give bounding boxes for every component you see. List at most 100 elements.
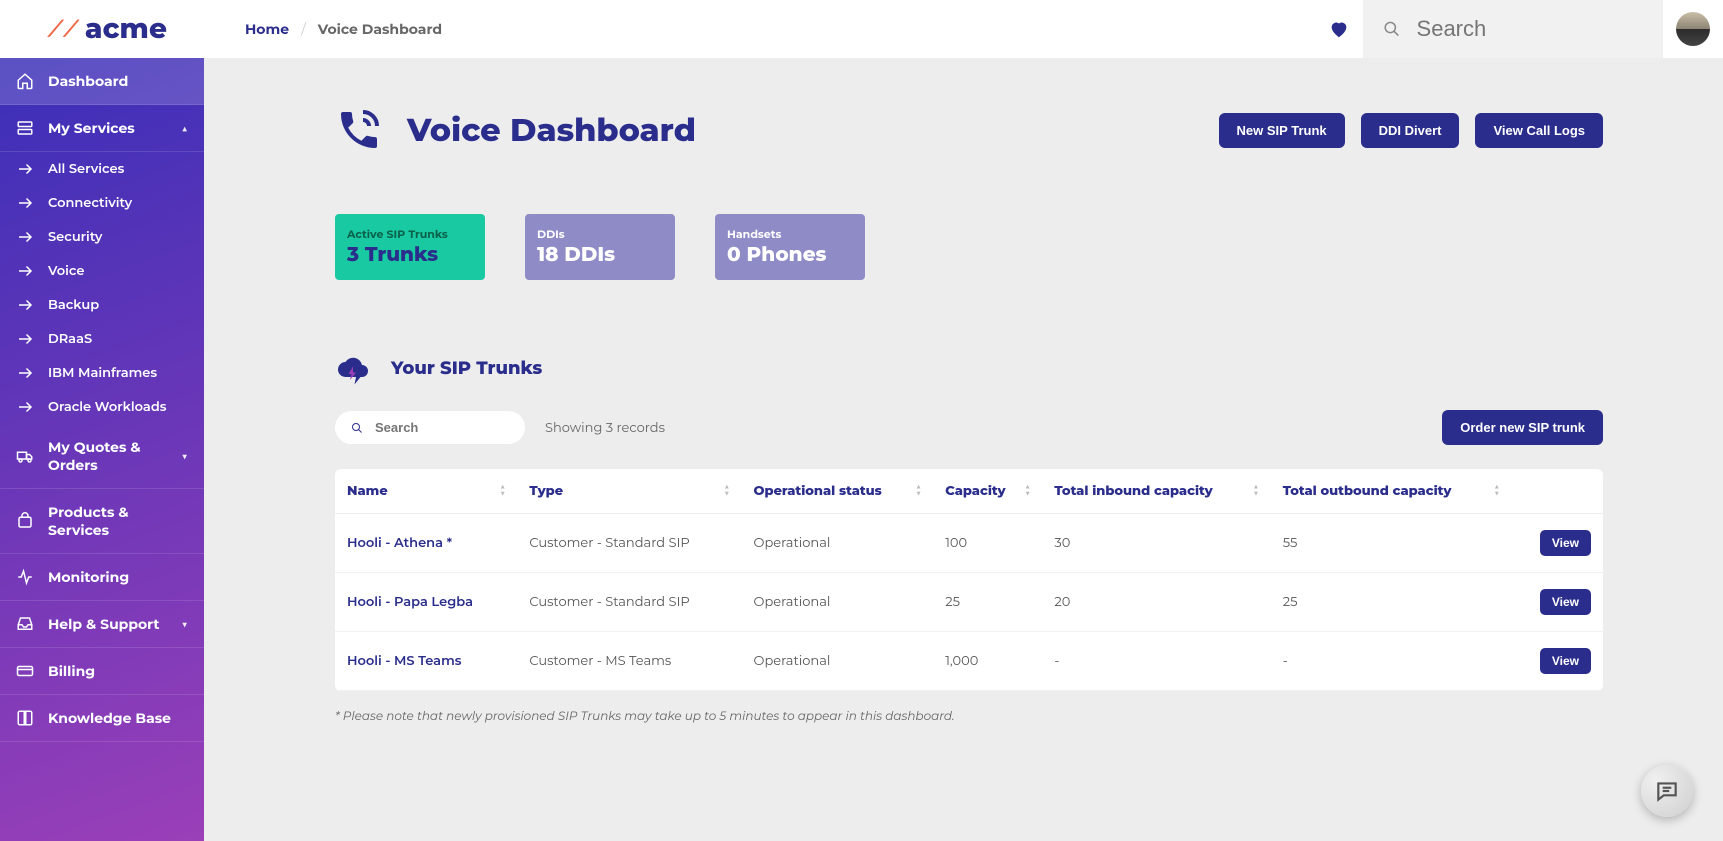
- topbar: ⟋⟋ acme Home / Voice Dashboard: [0, 0, 1723, 58]
- cell-inbound: -: [1042, 632, 1270, 691]
- view-button[interactable]: View: [1540, 648, 1591, 674]
- search-icon: [1383, 19, 1401, 39]
- table-row: Hooli - Athena *Customer - Standard SIPO…: [335, 514, 1603, 573]
- view-button[interactable]: View: [1540, 589, 1591, 615]
- sidebar-item-dashboard[interactable]: Dashboard: [0, 58, 204, 105]
- card-icon: [16, 662, 34, 680]
- sidebar-sub-oracle-workloads[interactable]: Oracle Workloads: [0, 390, 204, 424]
- cell-type: Customer - Standard SIP: [517, 573, 741, 632]
- stat-label: Active SIP Trunks: [347, 227, 473, 241]
- sidebar-sub-backup[interactable]: Backup: [0, 288, 204, 322]
- stat-card[interactable]: Active SIP Trunks 3 Trunks: [335, 214, 485, 280]
- cell-name: Hooli - MS Teams: [335, 632, 517, 691]
- cell-action: View: [1512, 573, 1603, 632]
- footnote: * Please note that newly provisioned SIP…: [335, 709, 1603, 724]
- stat-card[interactable]: Handsets 0 Phones: [715, 214, 865, 280]
- sidebar-item-billing[interactable]: Billing: [0, 648, 204, 695]
- arrow-right-icon: [16, 228, 34, 246]
- table-header[interactable]: Total inbound capacity▲▼: [1042, 469, 1270, 514]
- global-search-input[interactable]: [1415, 15, 1643, 43]
- new-sip-trunk-button[interactable]: New SIP Trunk: [1219, 113, 1345, 148]
- cell-action: View: [1512, 514, 1603, 573]
- breadcrumb-home[interactable]: Home: [245, 20, 289, 38]
- sidebar-label: Billing: [48, 662, 95, 680]
- sidebar-sub-security[interactable]: Security: [0, 220, 204, 254]
- table-header[interactable]: Name▲▼: [335, 469, 517, 514]
- chevron-down-icon: ▼: [181, 449, 188, 463]
- table-search-input[interactable]: [373, 419, 509, 436]
- view-call-logs-button[interactable]: View Call Logs: [1475, 113, 1603, 148]
- sidebar-sub-ibm-mainframes[interactable]: IBM Mainframes: [0, 356, 204, 390]
- table-search[interactable]: [335, 411, 525, 444]
- cell-outbound: 25: [1271, 573, 1512, 632]
- services-icon: [16, 119, 34, 137]
- table-controls: Showing 3 records Order new SIP trunk: [335, 410, 1603, 445]
- table-header[interactable]: [1512, 469, 1603, 514]
- trunk-link[interactable]: Hooli - Athena *: [347, 535, 452, 551]
- table-header[interactable]: Operational status▲▼: [742, 469, 934, 514]
- sidebar-sub-draas[interactable]: DRaaS: [0, 322, 204, 356]
- trunk-link[interactable]: Hooli - Papa Legba: [347, 594, 473, 610]
- avatar: [1676, 12, 1710, 46]
- section-header: Your SIP Trunks: [335, 350, 1603, 386]
- stat-value: 3 Trunks: [347, 243, 473, 267]
- arrow-right-icon: [16, 330, 34, 348]
- topbar-right: [1315, 0, 1723, 58]
- sidebar-item-my-services[interactable]: My Services ▲: [0, 105, 204, 152]
- chat-fab[interactable]: [1641, 765, 1693, 817]
- book-icon: [16, 709, 34, 727]
- stat-label: Handsets: [727, 227, 853, 241]
- page-actions: New SIP Trunk DDI Divert View Call Logs: [1219, 113, 1603, 148]
- user-menu[interactable]: [1663, 0, 1723, 58]
- sidebar-sub-connectivity[interactable]: Connectivity: [0, 186, 204, 220]
- favorites-icon[interactable]: [1315, 0, 1363, 58]
- table-header[interactable]: Capacity▲▼: [933, 469, 1042, 514]
- home-icon: [16, 72, 34, 90]
- logo[interactable]: ⟋⟋ acme: [0, 12, 215, 46]
- sidebar-item-monitoring[interactable]: Monitoring: [0, 554, 204, 601]
- sidebar-label: Knowledge Base: [48, 709, 171, 727]
- breadcrumb-sep-icon: /: [301, 20, 306, 38]
- sidebar-item-help[interactable]: Help & Support ▼: [0, 601, 204, 648]
- cell-type: Customer - Standard SIP: [517, 514, 741, 573]
- sort-icon: ▲▼: [1494, 483, 1499, 497]
- search-icon: [351, 421, 363, 435]
- sidebar-sub-label: Connectivity: [48, 195, 132, 211]
- sidebar-item-quotes[interactable]: My Quotes & Orders ▼: [0, 424, 204, 489]
- order-new-trunk-button[interactable]: Order new SIP trunk: [1442, 410, 1603, 445]
- sidebar-label: Monitoring: [48, 568, 129, 586]
- page-header: Voice Dashboard New SIP Trunk DDI Divert…: [335, 106, 1603, 154]
- stat-card[interactable]: DDIs18 DDIs: [525, 214, 675, 280]
- sidebar-sub-label: DRaaS: [48, 331, 92, 347]
- breadcrumb-current: Voice Dashboard: [318, 20, 442, 38]
- view-button[interactable]: View: [1540, 530, 1591, 556]
- ddi-divert-button[interactable]: DDI Divert: [1361, 113, 1460, 148]
- sort-icon: ▲▼: [724, 483, 729, 497]
- cell-capacity: 1,000: [933, 632, 1042, 691]
- stat-value: 18 DDIs: [537, 243, 663, 267]
- trunk-link[interactable]: Hooli - MS Teams: [347, 653, 461, 669]
- sidebar-sub-label: Voice: [48, 263, 84, 279]
- sidebar-sub-all-services[interactable]: All Services: [0, 152, 204, 186]
- chat-icon: [1654, 778, 1680, 804]
- stats-row: Active SIP Trunks 3 Trunks DDIs18 DDIs Hand…: [335, 214, 1603, 280]
- sidebar-sub-voice[interactable]: Voice: [0, 254, 204, 288]
- sidebar-item-products[interactable]: Products & Services: [0, 489, 204, 554]
- sort-icon: ▲▼: [500, 483, 505, 497]
- phone-icon: [335, 106, 383, 154]
- table-header[interactable]: Total outbound capacity▲▼: [1271, 469, 1512, 514]
- activity-icon: [16, 568, 34, 586]
- sidebar-sub-label: Security: [48, 229, 102, 245]
- cell-type: Customer - MS Teams: [517, 632, 741, 691]
- arrow-right-icon: [16, 160, 34, 178]
- table-header[interactable]: Type▲▼: [517, 469, 741, 514]
- global-search[interactable]: [1363, 0, 1663, 58]
- sidebar-item-knowledge[interactable]: Knowledge Base: [0, 695, 204, 742]
- sort-icon: ▲▼: [1025, 483, 1030, 497]
- cell-capacity: 25: [933, 573, 1042, 632]
- arrow-right-icon: [16, 296, 34, 314]
- bag-icon: [16, 512, 34, 530]
- showing-records: Showing 3 records: [545, 420, 665, 436]
- table-row: Hooli - MS TeamsCustomer - MS TeamsOpera…: [335, 632, 1603, 691]
- stat-value: 0 Phones: [727, 243, 853, 267]
